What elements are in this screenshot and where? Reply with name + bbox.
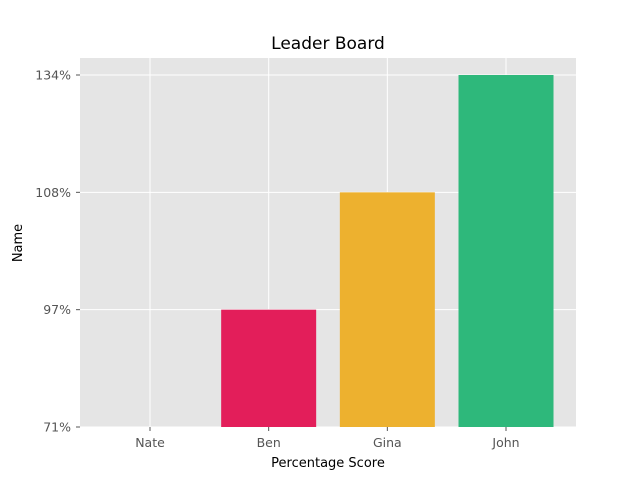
x-axis-label: Percentage Score	[271, 456, 385, 471]
y-tick-label: 71%	[43, 420, 71, 435]
chart-title: Leader Board	[271, 34, 385, 54]
y-axis-label: Name	[11, 224, 26, 262]
x-tick-labels: Nate Ben Gina John	[135, 427, 520, 450]
bars	[221, 75, 554, 427]
x-tick-label-john: John	[491, 435, 519, 450]
y-tick-labels: 71% 97% 108% 134%	[35, 68, 80, 435]
y-tick-label: 97%	[43, 302, 71, 317]
bar-ben	[221, 309, 317, 427]
x-tick-label-gina: Gina	[373, 435, 402, 450]
bar-john	[458, 75, 554, 427]
bar-gina	[339, 192, 435, 427]
x-tick-label-nate: Nate	[135, 435, 165, 450]
y-tick-label: 108%	[35, 185, 71, 200]
x-tick-label-ben: Ben	[257, 435, 281, 450]
y-tick-label: 134%	[35, 68, 71, 83]
